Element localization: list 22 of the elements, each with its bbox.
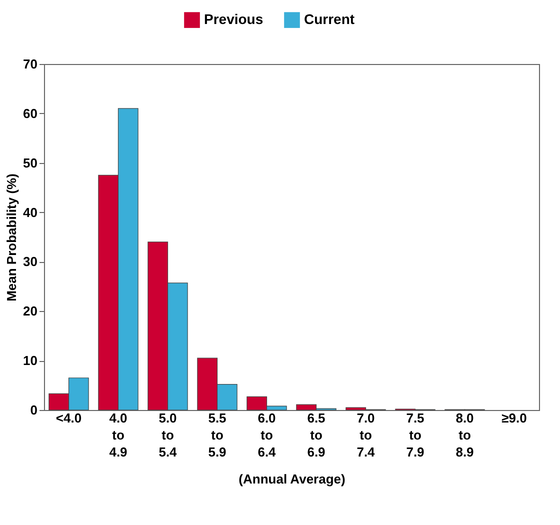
x-tick-label: <4.0	[56, 410, 82, 426]
legend-label: Current	[304, 11, 355, 28]
y-tick-label: 10	[23, 353, 38, 368]
y-tick-label: 30	[23, 254, 38, 270]
y-axis-title: Mean Probability (%)	[4, 174, 20, 302]
legend-label: Previous	[204, 11, 264, 28]
x-tick-label: 6.5 to 6.9	[307, 410, 326, 460]
x-tick-label: 4.0 to 4.9	[109, 410, 128, 460]
y-tick-label: 20	[23, 304, 38, 319]
x-tick-label: 7.0 to 7.4	[356, 410, 376, 460]
y-tick-label: 70	[23, 56, 38, 72]
x-tick-label: 7.5 to 7.9	[406, 410, 424, 460]
y-tick-label: 50	[23, 155, 38, 170]
x-tick-label: 5.0 to 5.4	[158, 410, 178, 460]
x-tick-label: 8.0 to 8.9	[456, 410, 474, 460]
y-tick-label: 0	[30, 402, 38, 418]
x-axis-title: (Annual Average)	[238, 472, 346, 486]
y-tick-label: 40	[23, 204, 38, 220]
x-tick-label: 6.0 to 6.4	[258, 410, 277, 460]
y-tick-label: 60	[23, 106, 38, 121]
x-tick-label: 5.5 to 5.9	[208, 410, 226, 460]
x-tick-label: ≥9.0	[502, 410, 527, 426]
